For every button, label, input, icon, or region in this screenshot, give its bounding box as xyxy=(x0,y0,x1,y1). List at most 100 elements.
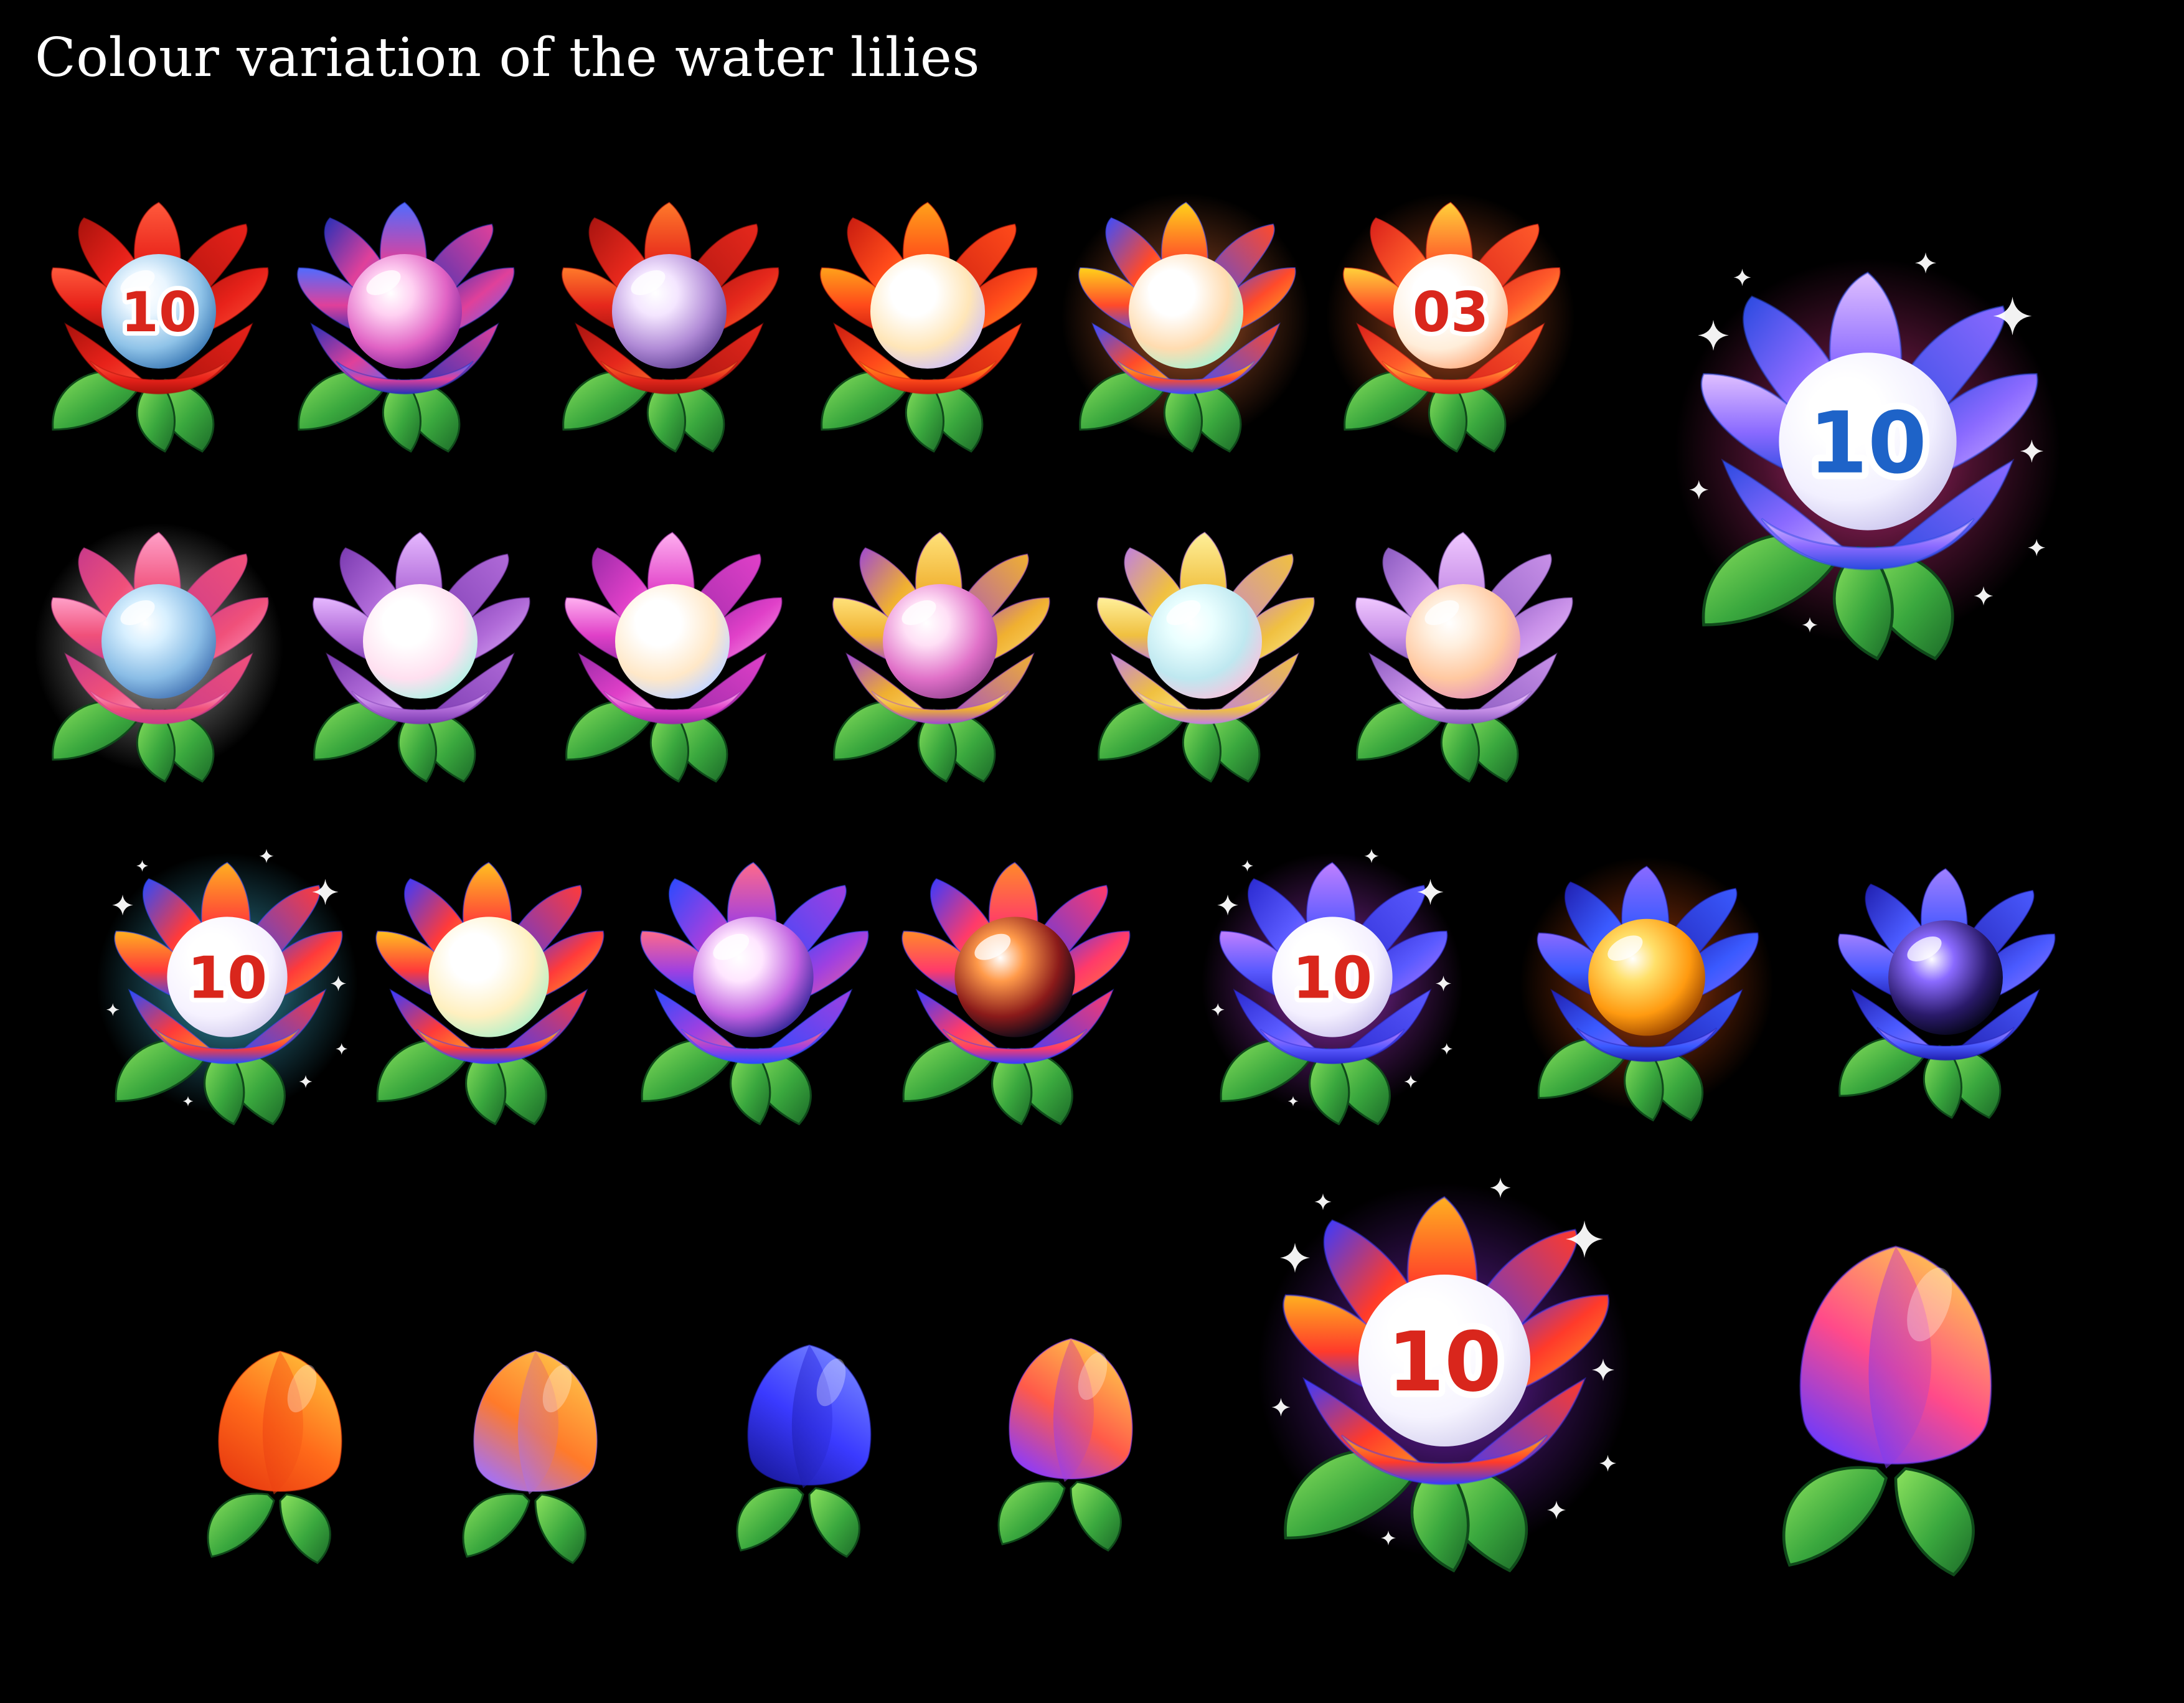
petal-front-1 xyxy=(1091,322,1188,394)
leaf-bottom xyxy=(400,379,461,453)
lily-rainbow-nebula-orb xyxy=(636,853,871,1128)
bud-petal-fold xyxy=(262,1351,304,1494)
orb xyxy=(612,254,727,369)
leaf-stem xyxy=(1624,1046,1664,1122)
petal-back-3 xyxy=(1468,553,1552,649)
petal-front-1 xyxy=(1302,1377,1447,1484)
leaf-left xyxy=(1284,1448,1418,1540)
leaf-stem xyxy=(649,709,689,783)
petal-front-3 xyxy=(600,361,738,395)
petal-back-3 xyxy=(945,553,1029,649)
petal-back-2 xyxy=(668,878,748,984)
sparkle-group xyxy=(106,849,348,1106)
lily-rainbow-pearl-orb xyxy=(1061,193,1311,455)
orb-highlight xyxy=(120,600,155,625)
leaf-stem xyxy=(646,379,686,453)
petal-back-5 xyxy=(1210,267,1296,337)
sparkle xyxy=(1417,879,1444,905)
petal-front-2 xyxy=(1645,988,1743,1061)
petal-back-5 xyxy=(951,267,1038,337)
leaf-bottom xyxy=(154,379,215,453)
leaf-left xyxy=(376,1038,471,1103)
petal-front-3 xyxy=(1340,1434,1548,1486)
petal-back-1 xyxy=(1829,271,1903,443)
lily-red-yellow-badge-03: 03 xyxy=(1326,193,1575,455)
sparkle xyxy=(1287,1096,1299,1106)
petal-back-4 xyxy=(296,267,381,337)
orb-highlight xyxy=(1292,933,1329,960)
petal-front-2 xyxy=(157,652,253,724)
sparkle xyxy=(1364,849,1379,864)
petal-front-1 xyxy=(1851,988,1947,1060)
orb xyxy=(1588,918,1705,1036)
sparkle xyxy=(1271,1398,1291,1417)
bud-body xyxy=(473,1350,598,1492)
petal-back-3 xyxy=(164,553,248,649)
leaf-stem xyxy=(1923,1045,1962,1119)
petal-back-3 xyxy=(1652,887,1738,984)
sparkle xyxy=(1698,319,1729,351)
petal-back-4 xyxy=(375,930,464,1004)
petal-front-1 xyxy=(389,988,491,1064)
petal-back-4 xyxy=(564,597,649,668)
sparkle xyxy=(1566,1220,1603,1258)
petal-back-2 xyxy=(930,878,1009,984)
leaf-bottom xyxy=(664,379,725,453)
sparkle xyxy=(1280,1243,1310,1273)
petal-back-1 xyxy=(1160,201,1208,312)
orb-highlight xyxy=(187,933,224,960)
badge-number: 10 xyxy=(1387,1314,1502,1410)
petal-front-1 xyxy=(1233,988,1334,1064)
petal-back-1 xyxy=(1179,531,1227,642)
orb xyxy=(954,917,1075,1037)
leaf-left xyxy=(207,1493,275,1558)
petal-back-4 xyxy=(1700,372,1830,481)
petal-back-2 xyxy=(1124,547,1200,649)
petal-front-1 xyxy=(578,652,674,724)
sparkle xyxy=(106,1003,120,1016)
petal-back-2 xyxy=(339,547,415,649)
orb xyxy=(1147,584,1262,699)
leaf-left xyxy=(1537,1037,1629,1099)
petal-front-1 xyxy=(310,322,407,394)
leaf-stem xyxy=(730,1047,771,1126)
sparkle-group xyxy=(1689,252,2046,633)
petal-front-3 xyxy=(680,1029,826,1065)
lily-rainbow-badge-large: 10 xyxy=(1258,1177,1631,1575)
orb-highlight xyxy=(1147,270,1182,295)
petal-back-3 xyxy=(233,884,321,984)
leaf-stem xyxy=(397,709,437,783)
sparkle xyxy=(1914,252,1937,274)
sparkle xyxy=(330,975,347,992)
lily-red-lavender-orb xyxy=(557,193,781,455)
petal-front-1 xyxy=(575,322,671,394)
leaf-bottom xyxy=(484,1047,547,1126)
leaf-stem xyxy=(1440,709,1480,783)
petal-back-3 xyxy=(1456,223,1540,319)
petal-back-3 xyxy=(759,884,847,984)
petal-back-2 xyxy=(78,217,154,319)
sparkle xyxy=(1592,1359,1614,1381)
petal-back-2 xyxy=(591,547,667,649)
sparkle xyxy=(136,860,148,872)
petal-front-3 xyxy=(1576,1027,1718,1062)
sparkle xyxy=(1547,1501,1566,1519)
glow-aura xyxy=(1061,193,1311,442)
petal-back-5 xyxy=(1487,597,1573,668)
petal-back-2 xyxy=(1743,295,1860,453)
sparkle xyxy=(1381,1531,1396,1545)
petal-front-1 xyxy=(845,652,942,724)
sparkle xyxy=(1689,480,1709,499)
leaf-bottom xyxy=(1446,379,1507,453)
petal-back-3 xyxy=(1338,884,1426,984)
petal-front-3 xyxy=(1117,361,1255,395)
leaf-left xyxy=(462,1493,530,1558)
orb xyxy=(870,254,985,369)
sparkle xyxy=(1241,860,1253,872)
leaf-left xyxy=(565,700,655,761)
petal-back-3 xyxy=(674,223,758,319)
petal-back-1 xyxy=(902,201,950,312)
badge-number: 10 xyxy=(121,280,197,344)
badge-number: 03 xyxy=(1413,280,1489,344)
sparkle xyxy=(1733,268,1751,286)
